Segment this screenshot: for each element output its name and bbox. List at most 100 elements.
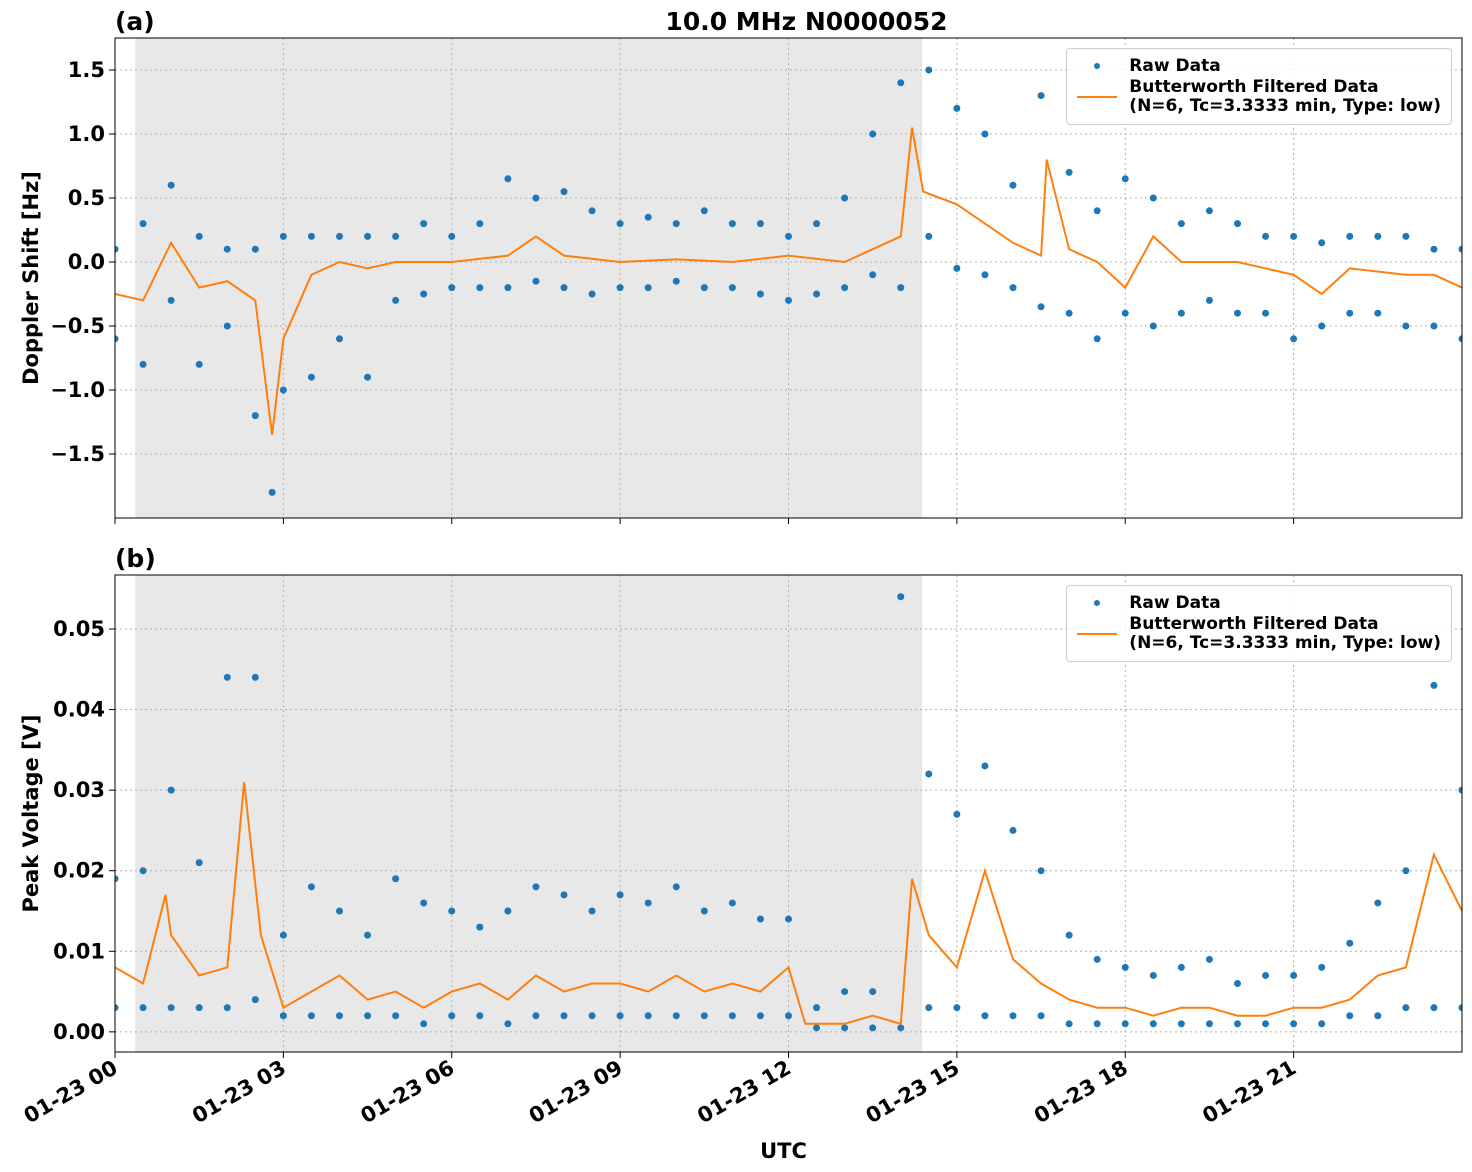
raw-point bbox=[392, 1012, 400, 1020]
raw-point bbox=[1318, 963, 1326, 971]
raw-point bbox=[1234, 309, 1241, 317]
raw-point bbox=[813, 1004, 821, 1012]
raw-point bbox=[813, 1024, 821, 1032]
filtered-line bbox=[115, 127, 1462, 435]
raw-point bbox=[981, 1012, 989, 1020]
raw-point bbox=[869, 271, 877, 279]
raw-point bbox=[1318, 239, 1326, 247]
raw-point bbox=[268, 488, 276, 496]
raw-point bbox=[1374, 309, 1382, 317]
raw-point bbox=[1009, 826, 1017, 834]
raw-point bbox=[167, 181, 175, 189]
raw-point bbox=[532, 194, 540, 202]
raw-point bbox=[1430, 1004, 1438, 1012]
raw-point bbox=[785, 232, 792, 240]
raw-point bbox=[1430, 322, 1438, 330]
raw-point bbox=[476, 923, 484, 931]
filtered-line bbox=[115, 781, 1462, 1026]
raw-point bbox=[1009, 181, 1017, 189]
raw-point bbox=[953, 104, 961, 112]
raw-point bbox=[392, 875, 400, 883]
raw-point bbox=[869, 130, 877, 138]
raw-point bbox=[1149, 971, 1157, 979]
raw-point bbox=[1121, 1020, 1129, 1028]
x-tick-label: 01-23 12 bbox=[693, 1056, 795, 1129]
raw-point bbox=[1290, 971, 1298, 979]
raw-point bbox=[420, 220, 428, 228]
raw-point bbox=[672, 883, 680, 891]
raw-point bbox=[1346, 232, 1354, 240]
raw-point bbox=[813, 290, 821, 298]
raw-point bbox=[251, 245, 259, 253]
raw-point bbox=[307, 1012, 315, 1020]
raw-point bbox=[841, 284, 849, 292]
raw-point bbox=[336, 232, 343, 240]
raw-point bbox=[476, 1012, 484, 1020]
y-tick-label: 0.5 bbox=[68, 186, 105, 210]
raw-point bbox=[1149, 1020, 1157, 1028]
x-tick-label: 01-23 06 bbox=[356, 1056, 458, 1129]
raw-point bbox=[1346, 1012, 1354, 1020]
raw-point bbox=[953, 264, 961, 272]
raw-point bbox=[364, 931, 372, 939]
axes-frame bbox=[114, 574, 1463, 1053]
raw-point bbox=[1065, 309, 1073, 317]
raw-point bbox=[167, 296, 175, 304]
raw-point bbox=[1065, 1020, 1073, 1028]
raw-point bbox=[953, 1004, 961, 1012]
raw-point bbox=[616, 284, 624, 292]
raw-point bbox=[167, 1004, 175, 1012]
legend-key bbox=[1077, 57, 1117, 76]
raw-point bbox=[728, 1012, 736, 1020]
legend-entry: Butterworth Filtered Data (N=6, Tc=3.333… bbox=[1077, 78, 1441, 116]
y-tick-label: 0.05 bbox=[53, 617, 105, 641]
legend-key bbox=[1077, 615, 1118, 635]
raw-point bbox=[448, 284, 456, 292]
raw-point bbox=[1009, 1012, 1017, 1020]
raw-point bbox=[223, 673, 231, 681]
raw-point bbox=[167, 786, 175, 794]
raw-point bbox=[1177, 963, 1185, 971]
raw-point bbox=[476, 220, 484, 228]
x-tick-label: 01-23 21 bbox=[1198, 1056, 1300, 1129]
raw-point bbox=[785, 915, 792, 923]
raw-point bbox=[785, 296, 792, 304]
raw-point bbox=[504, 175, 512, 183]
raw-point bbox=[925, 66, 933, 74]
raw-point bbox=[925, 770, 933, 778]
raw-point bbox=[897, 593, 905, 601]
raw-point bbox=[588, 907, 596, 915]
raw-point bbox=[1121, 309, 1129, 317]
raw-point bbox=[279, 386, 287, 394]
raw-point bbox=[728, 220, 736, 228]
raw-point bbox=[1093, 335, 1101, 343]
legend-label: Raw Data bbox=[1129, 56, 1221, 76]
raw-point bbox=[1205, 1020, 1213, 1028]
raw-point bbox=[1234, 1020, 1241, 1028]
raw-point bbox=[1037, 303, 1045, 311]
legend: Raw Data Butterworth Filtered Data (N=6, … bbox=[1066, 48, 1452, 125]
y-tick-label: 0.00 bbox=[53, 1020, 105, 1044]
raw-point bbox=[1458, 1004, 1462, 1012]
raw-point bbox=[644, 284, 652, 292]
raw-point bbox=[1065, 168, 1073, 176]
raw-point bbox=[1458, 335, 1462, 343]
plot-area bbox=[115, 593, 1462, 1032]
raw-point bbox=[195, 360, 203, 368]
raw-point bbox=[1290, 1020, 1298, 1028]
y-tick-label: 0.04 bbox=[53, 698, 105, 722]
raw-point bbox=[1149, 194, 1157, 202]
raw-point bbox=[728, 899, 736, 907]
raw-point bbox=[251, 412, 259, 420]
raw-point bbox=[616, 891, 624, 899]
raw-point bbox=[756, 220, 764, 228]
raw-point bbox=[1262, 309, 1270, 317]
raw-point bbox=[1318, 322, 1326, 330]
raw-point bbox=[897, 1024, 905, 1032]
x-axis-label: UTC bbox=[760, 1139, 807, 1163]
raw-point bbox=[336, 335, 343, 343]
raw-point bbox=[504, 907, 512, 915]
raw-point bbox=[307, 373, 315, 381]
